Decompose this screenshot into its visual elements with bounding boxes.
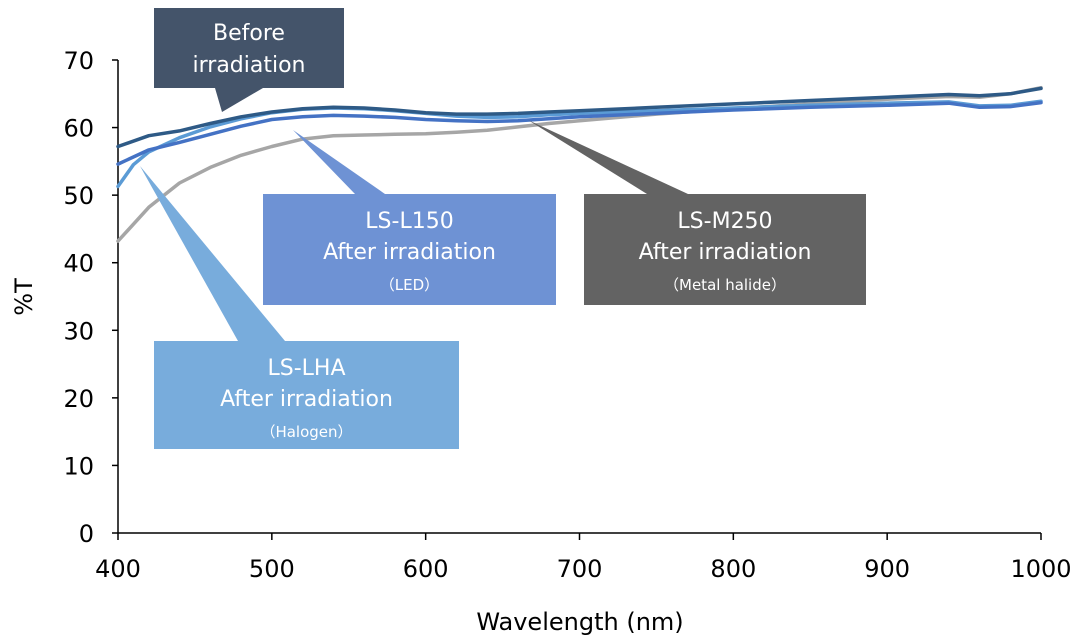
x-tick-label: 900 <box>864 555 910 583</box>
callout-text: After irradiation <box>639 240 812 265</box>
y-axis-title: %T <box>10 278 38 316</box>
callout-box <box>263 194 556 305</box>
x-tick-labels: 400 500 600 700 800 900 1000 <box>95 533 1072 583</box>
y-tick-label: 30 <box>63 317 94 345</box>
callout-pointer <box>215 88 263 112</box>
callout-ls-m250: LS-M250 After irradiation （Metal halide） <box>528 120 866 305</box>
y-tick-label: 60 <box>63 115 94 143</box>
callout-text: Before <box>213 21 285 46</box>
series-lines <box>116 85 1043 243</box>
axes <box>117 60 1041 534</box>
x-axis-title: Wavelength (nm) <box>476 608 683 636</box>
x-tick-label: 400 <box>95 555 141 583</box>
y-tick-label: 50 <box>63 182 94 210</box>
series-line-ls-m250 <box>116 85 1043 243</box>
callout-text: （Metal halide） <box>664 276 786 294</box>
y-tick-label: 0 <box>79 520 94 548</box>
callout-box <box>584 194 866 305</box>
x-tick-label: 1000 <box>1010 555 1071 583</box>
callout-before: Before irradiation <box>154 8 344 112</box>
callout-text: irradiation <box>193 53 306 78</box>
callout-box <box>154 8 344 88</box>
y-tick-labels: 0 10 20 30 40 50 60 70 <box>63 47 118 548</box>
series-line-ls-lha <box>116 99 1043 189</box>
callout-text: LS-LHA <box>267 356 345 381</box>
callouts: Before irradiation LS-L150 After irradiatio… <box>140 8 866 449</box>
x-tick-label: 500 <box>249 555 295 583</box>
y-tick-label: 40 <box>63 250 94 278</box>
callout-text: After irradiation <box>323 240 496 265</box>
callout-text: （Halogen） <box>260 423 352 441</box>
y-tick-label: 70 <box>63 47 94 75</box>
callout-text: After irradiation <box>220 387 393 412</box>
callout-text: （LED） <box>380 276 439 294</box>
x-tick-label: 800 <box>710 555 756 583</box>
callout-text: LS-M250 <box>677 209 772 234</box>
callout-box <box>154 341 459 449</box>
x-tick-label: 600 <box>403 555 449 583</box>
callout-pointer <box>293 130 385 194</box>
series-line-before <box>116 86 1043 149</box>
series-line-ls-l150 <box>116 100 1043 166</box>
y-tick-label: 20 <box>63 385 94 413</box>
y-tick-label: 10 <box>63 452 94 480</box>
callout-pointer <box>140 166 285 341</box>
callout-text: LS-L150 <box>365 209 453 234</box>
callout-ls-lha: LS-LHA After irradiation （Halogen） <box>140 166 459 449</box>
callout-pointer <box>528 120 688 194</box>
callout-ls-l150: LS-L150 After irradiation （LED） <box>263 130 556 305</box>
x-tick-label: 700 <box>557 555 603 583</box>
